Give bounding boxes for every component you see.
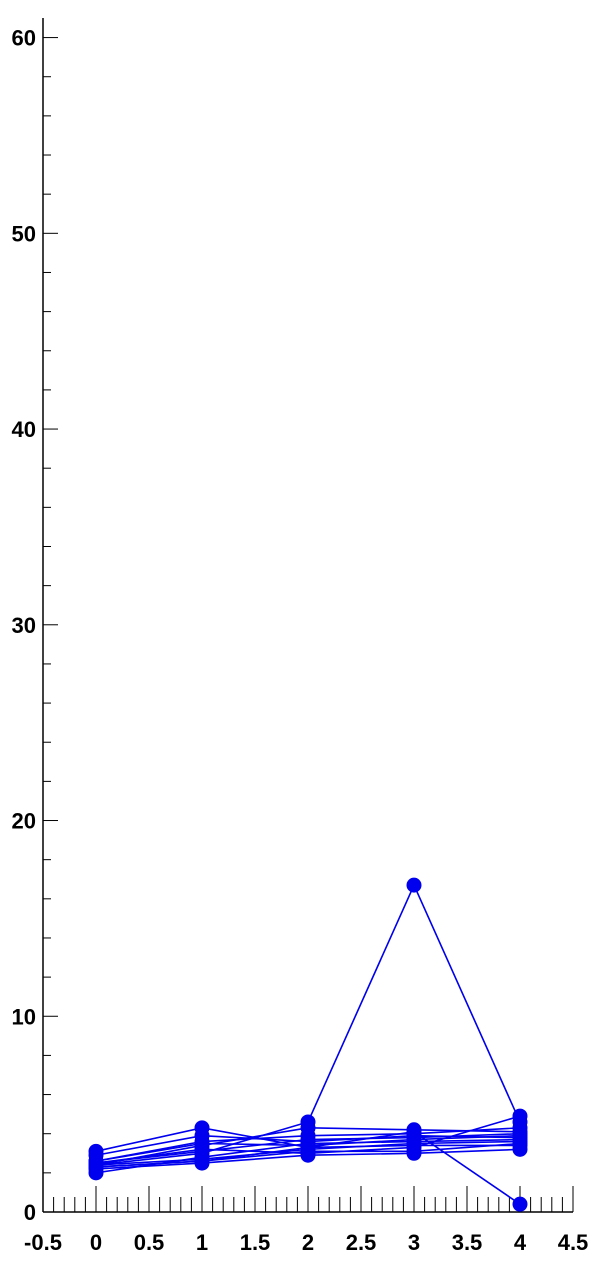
y-tick-label: 10 bbox=[12, 1004, 36, 1029]
data-point bbox=[512, 1196, 528, 1212]
x-tick-label: 3 bbox=[408, 1230, 420, 1255]
y-tick-label: 0 bbox=[24, 1200, 36, 1225]
data-point bbox=[88, 1159, 104, 1175]
data-point bbox=[300, 1120, 316, 1136]
x-tick-label: 4.5 bbox=[558, 1230, 589, 1255]
axes bbox=[42, 18, 574, 1213]
x-tick-label: 1.5 bbox=[240, 1230, 271, 1255]
data-point bbox=[300, 1139, 316, 1155]
y-tick-label: 20 bbox=[12, 809, 36, 834]
tick-labels: -0.5 0 0.5 1 1.5 2 2.5 3 3.5 4 4.5 0 10 20 30 40 50 60 bbox=[12, 26, 589, 1255]
x-tick-label: 0 bbox=[90, 1230, 102, 1255]
y-tick-label: 50 bbox=[12, 221, 36, 246]
data-point bbox=[194, 1153, 210, 1169]
x-tick-label: -0.5 bbox=[24, 1230, 62, 1255]
data-point bbox=[406, 1124, 422, 1140]
data-point bbox=[406, 877, 422, 893]
y-tick-label: 60 bbox=[12, 26, 36, 51]
series-12 bbox=[88, 1128, 528, 1169]
y-tick-label: 40 bbox=[12, 417, 36, 442]
data-point bbox=[194, 1135, 210, 1151]
x-tick-label: 3.5 bbox=[452, 1230, 483, 1255]
data-point bbox=[512, 1128, 528, 1144]
y-tick-label: 30 bbox=[12, 613, 36, 638]
series-layer bbox=[88, 877, 528, 1212]
series-13 bbox=[88, 1124, 528, 1212]
x-tick-label: 2.5 bbox=[346, 1230, 377, 1255]
x-tick-label: 4 bbox=[514, 1230, 527, 1255]
x-tick-label: 0.5 bbox=[134, 1230, 165, 1255]
x-tick-label: 1 bbox=[196, 1230, 208, 1255]
data-point bbox=[512, 1108, 528, 1124]
x-tick-label: 2 bbox=[302, 1230, 314, 1255]
